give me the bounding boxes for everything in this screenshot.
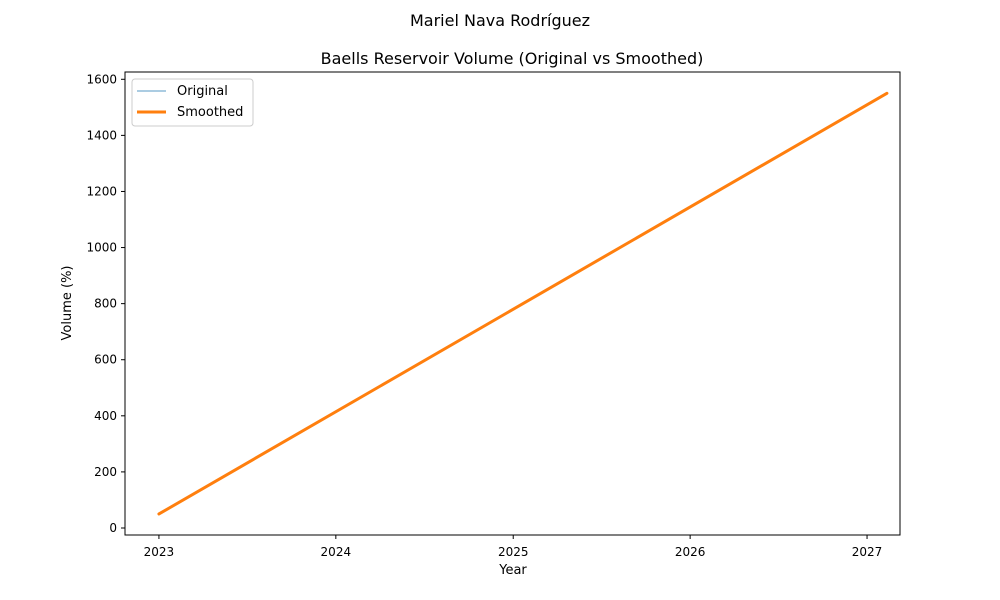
series-layer bbox=[157, 91, 889, 516]
x-tick-label: 2026 bbox=[675, 545, 706, 559]
y-axis-label: Volume (%) bbox=[60, 266, 75, 341]
chart-suptitle: Mariel Nava Rodríguez bbox=[410, 11, 590, 30]
x-tick-label: 2027 bbox=[852, 545, 883, 559]
legend-label-original: Original bbox=[177, 84, 228, 99]
legend-label-smoothed: Smoothed bbox=[177, 105, 243, 120]
y-tick-label: 400 bbox=[94, 409, 117, 423]
y-tick-label: 1600 bbox=[86, 72, 117, 86]
plot-area bbox=[124, 71, 901, 536]
x-axis: 2023 2024 2025 2026 2027 bbox=[144, 535, 883, 559]
series-line-smoothed bbox=[157, 91, 889, 516]
x-tick-label: 2023 bbox=[144, 545, 175, 559]
chart-title: Baells Reservoir Volume (Original vs Smo… bbox=[321, 49, 704, 68]
y-tick-label: 1000 bbox=[86, 241, 117, 255]
y-axis: 0 200 400 600 800 1000 1200 1400 1600 bbox=[86, 72, 125, 535]
y-tick-label: 600 bbox=[94, 353, 117, 367]
y-tick-label: 1400 bbox=[86, 128, 117, 142]
x-tick-label: 2024 bbox=[321, 545, 352, 559]
y-tick-label: 200 bbox=[94, 465, 117, 479]
y-tick-label: 800 bbox=[94, 297, 117, 311]
legend: Original Smoothed bbox=[131, 78, 254, 127]
y-tick-label: 1200 bbox=[86, 184, 117, 198]
x-tick-label: 2025 bbox=[498, 545, 529, 559]
x-axis-label: Year bbox=[498, 563, 527, 578]
y-tick-label: 0 bbox=[109, 521, 117, 535]
